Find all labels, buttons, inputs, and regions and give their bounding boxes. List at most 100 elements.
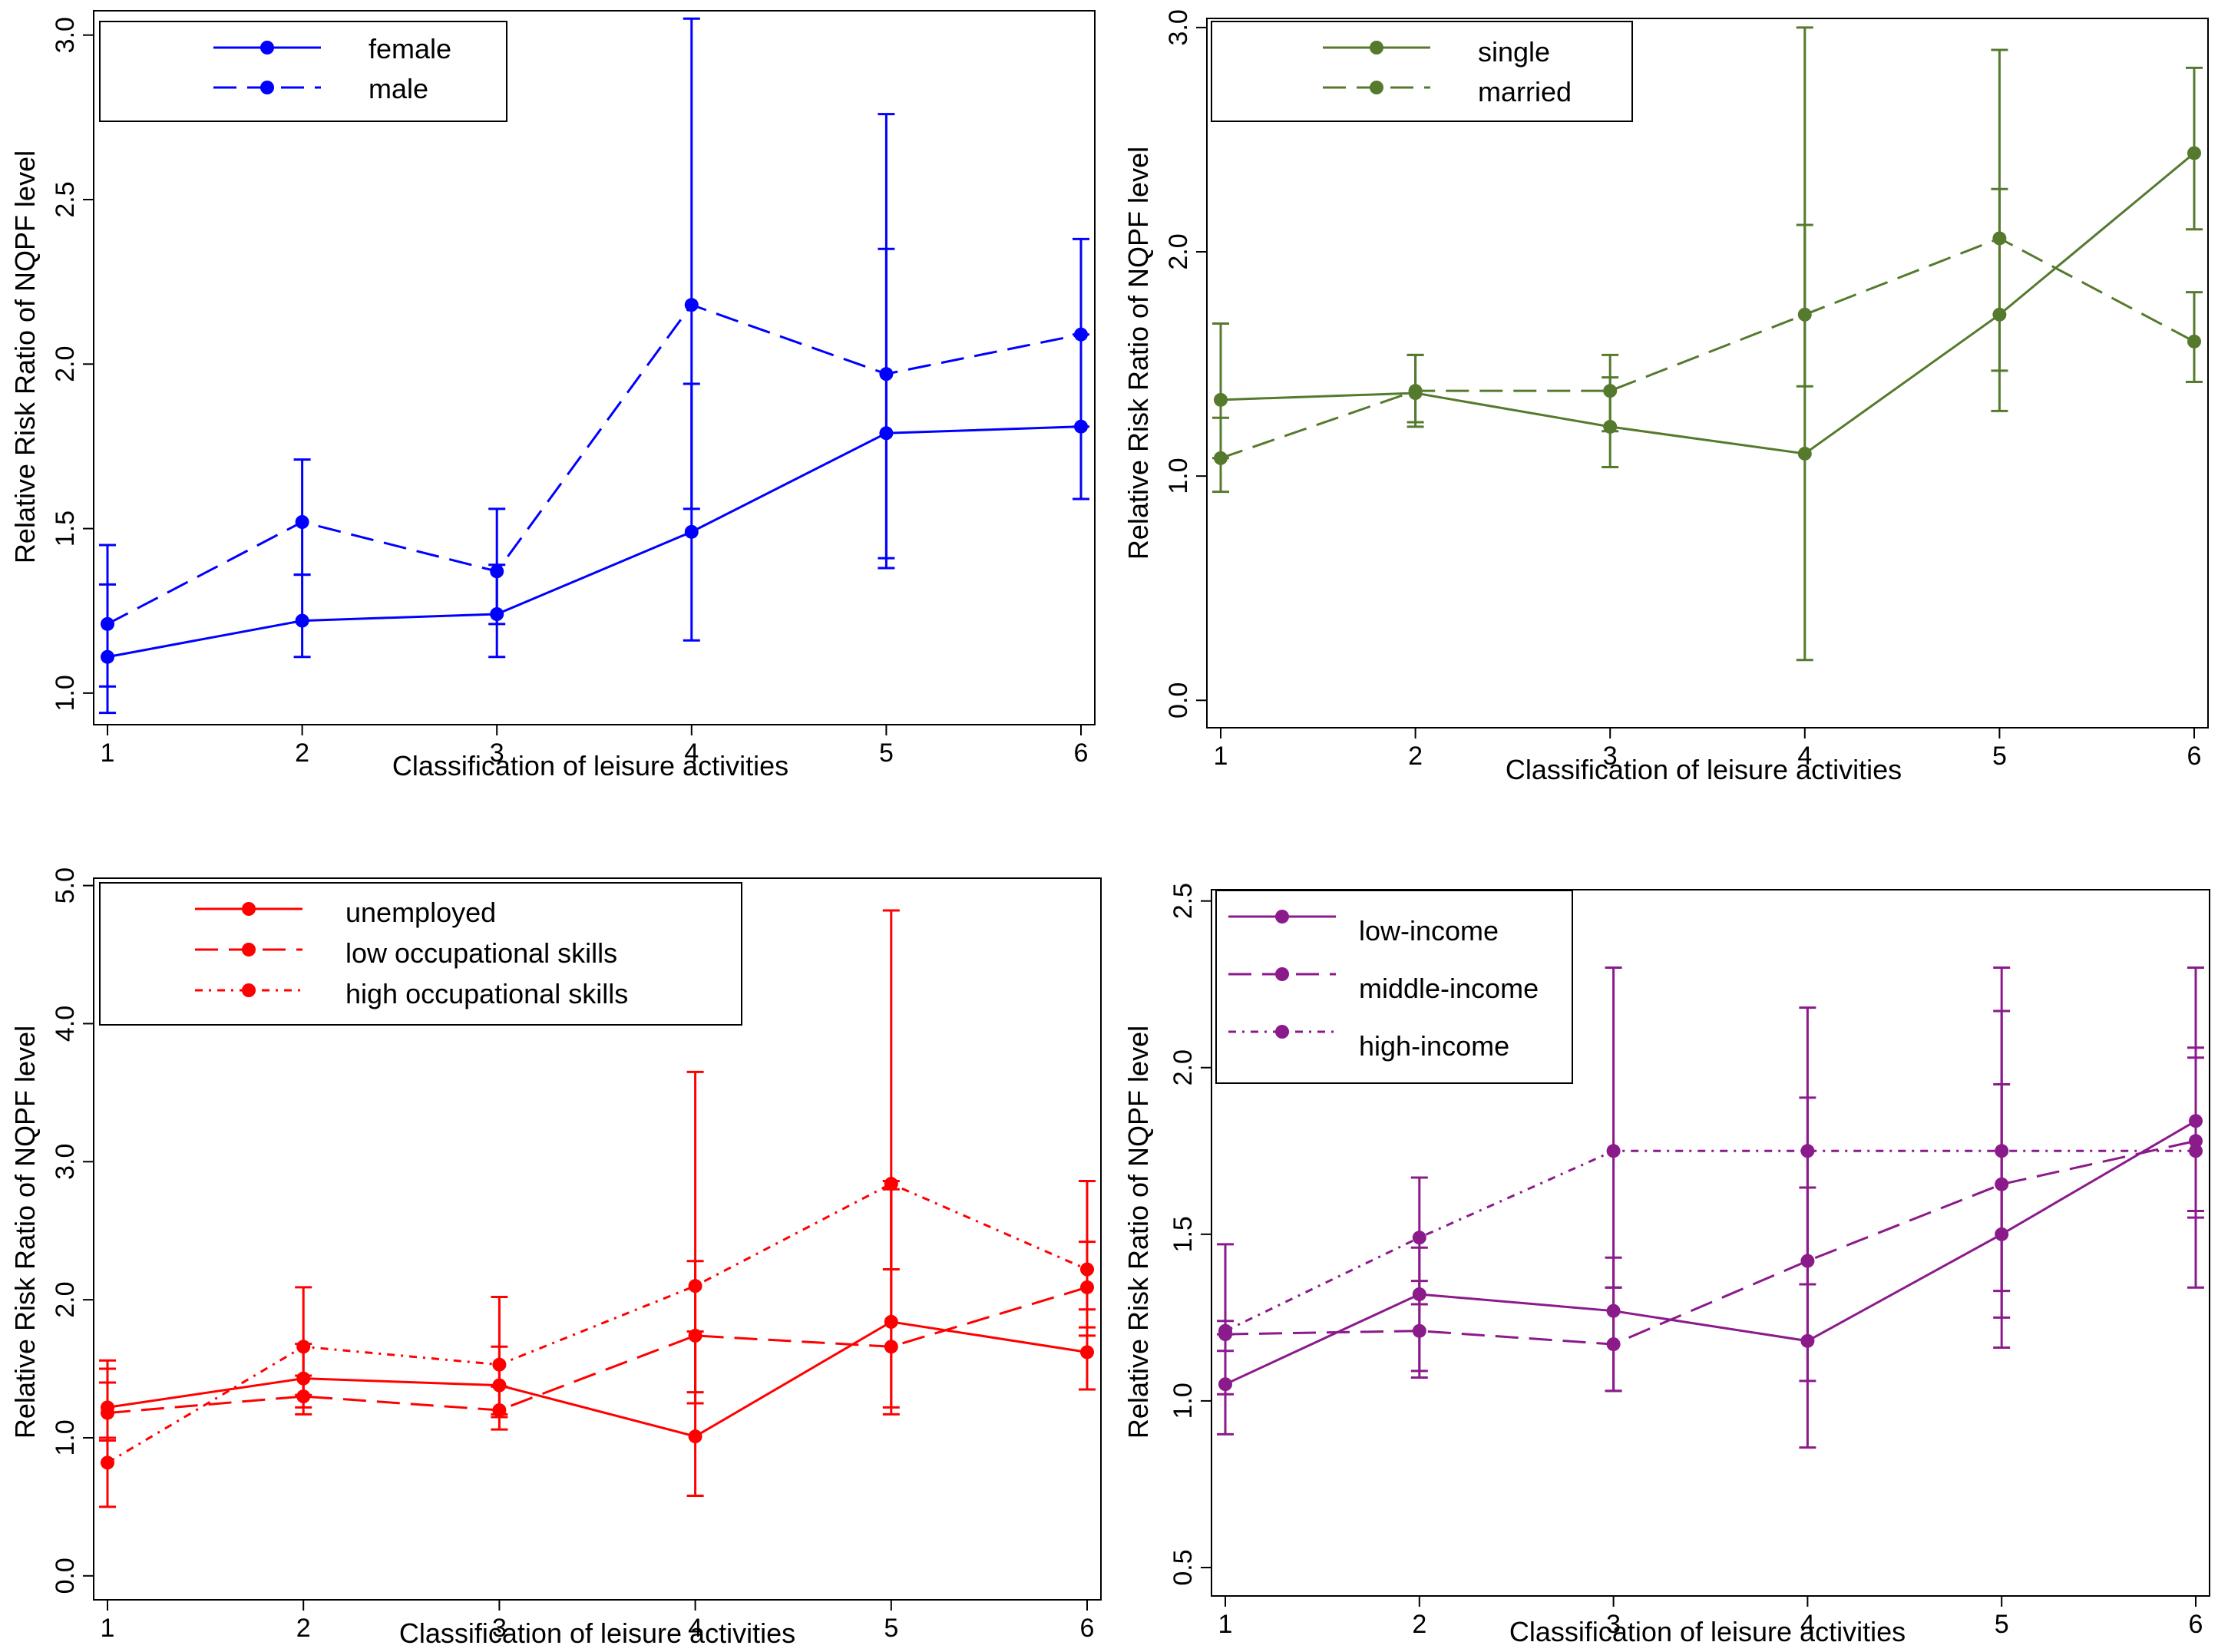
x-tick-label: 2 bbox=[295, 738, 309, 768]
series-line-low-income bbox=[1225, 1119, 2197, 1386]
data-point-unemployed bbox=[1080, 1345, 1094, 1360]
y-tick-label: 0.5 bbox=[1168, 1549, 1198, 1585]
legend-marker-high-occupational-skills bbox=[242, 983, 256, 997]
y-tick-label: 2.0 bbox=[51, 1281, 80, 1317]
legend-box bbox=[1211, 21, 1633, 122]
series-line-high-occupational-skills bbox=[107, 1182, 1088, 1464]
y-tick-label: 1.5 bbox=[51, 510, 80, 547]
marital-panel: 0.0 1.0 2.0 3.0 1 2 3 4 5 6 Classification of lei… bbox=[1122, 9, 2209, 785]
data-point-married bbox=[2187, 334, 2201, 349]
data-point-high-income bbox=[1995, 1144, 2009, 1158]
legend-box bbox=[99, 21, 507, 122]
legend-marker-low-occupational-skills bbox=[242, 943, 256, 957]
legend-box bbox=[99, 882, 742, 1026]
data-point-unemployed bbox=[688, 1429, 702, 1444]
y-tick-label: 4.0 bbox=[51, 1006, 80, 1042]
occupation-panel: 0.0 1.0 2.0 3.0 4.0 5.0 1 2 3 4 5 6 Classification … bbox=[9, 867, 1102, 1649]
x-tick-label: 4 bbox=[684, 738, 699, 768]
income-panel: 0.5 1.0 1.5 2.0 2.5 1 2 3 4 5 6 Classification of … bbox=[1122, 883, 2210, 1647]
data-point-high-occupational-skills bbox=[688, 1279, 702, 1294]
legend-label-low-income: low-income bbox=[1359, 915, 1499, 947]
data-point-single bbox=[1214, 392, 1228, 407]
y-tick-label: 0.0 bbox=[51, 1558, 80, 1594]
legend-label-unemployed: unemployed bbox=[345, 897, 496, 928]
data-point-high-income bbox=[1412, 1231, 1426, 1245]
series-line-unemployed bbox=[107, 1320, 1088, 1438]
x-tick-label: 2 bbox=[1412, 1610, 1426, 1639]
legend-marker-high-income bbox=[1275, 1025, 1289, 1039]
plot-frame bbox=[1206, 18, 2209, 729]
series-line-single bbox=[1220, 152, 2195, 455]
data-point-single bbox=[1797, 446, 1812, 461]
chart-plot-region: 0.0 1.0 2.0 3.0 4.0 5.0 1 2 3 4 5 6 bbox=[51, 867, 1102, 1643]
series-line-married bbox=[1220, 236, 2195, 460]
legend-marker-middle-income bbox=[1275, 967, 1289, 981]
legend-label-high-occupational-skills: high occupational skills bbox=[345, 978, 628, 1009]
data-point-male bbox=[684, 298, 699, 312]
y-tick-label: 2.5 bbox=[51, 181, 80, 217]
x-tick-label: 2 bbox=[1408, 742, 1423, 771]
x-tick-label: 4 bbox=[688, 1614, 702, 1643]
x-tick-label: 2 bbox=[296, 1614, 311, 1643]
data-point-high-income bbox=[1800, 1144, 1815, 1158]
x-tick-label: 3 bbox=[1603, 742, 1618, 771]
data-point-female bbox=[684, 524, 699, 539]
data-point-high-occupational-skills bbox=[101, 1455, 114, 1470]
data-point-high-income bbox=[1218, 1323, 1232, 1338]
y-tick-label: 1.0 bbox=[51, 675, 80, 711]
series-line-low-occupational-skills bbox=[107, 1286, 1088, 1415]
data-point-married bbox=[1797, 307, 1812, 322]
y-tick-label: 2.5 bbox=[1168, 883, 1198, 919]
series-line-middle-income bbox=[1225, 1139, 2197, 1346]
data-point-high-occupational-skills bbox=[296, 1340, 311, 1354]
chart-plot-region: 1.0 1.5 2.0 2.5 3.0 1 2 3 4 5 6 bbox=[51, 10, 1096, 768]
legend-marker-single bbox=[1370, 41, 1383, 55]
y-tick-label: 3.0 bbox=[1164, 9, 1193, 45]
y-axis-title: Relative Risk Ratio of NQPF level bbox=[9, 150, 41, 563]
x-tick-label: 3 bbox=[492, 1614, 507, 1643]
x-tick-label: 6 bbox=[2187, 742, 2202, 771]
data-point-married bbox=[1992, 231, 2007, 246]
data-point-married bbox=[1408, 384, 1423, 398]
legend-label-high-income: high-income bbox=[1359, 1030, 1509, 1062]
x-axis-title: Classification of leisure activities bbox=[392, 750, 788, 781]
legend-marker-female bbox=[260, 41, 274, 55]
data-point-high-income bbox=[2189, 1144, 2203, 1158]
legend-label-low-occupational-skills: low occupational skills bbox=[345, 937, 617, 969]
plot-frame bbox=[1211, 889, 2210, 1597]
x-tick-label: 6 bbox=[1074, 738, 1089, 768]
x-tick-label: 1 bbox=[1218, 1610, 1233, 1639]
chart-plot-region: 0.5 1.0 1.5 2.0 2.5 1 2 3 4 5 6 bbox=[1168, 883, 2210, 1639]
x-tick-label: 4 bbox=[1800, 1610, 1815, 1639]
plot-frame bbox=[93, 10, 1096, 725]
data-point-middle-income bbox=[1606, 1337, 1621, 1352]
y-tick-label: 1.0 bbox=[51, 1419, 80, 1455]
data-point-high-occupational-skills bbox=[884, 1177, 898, 1191]
data-point-single bbox=[2187, 146, 2201, 160]
data-point-male bbox=[490, 564, 504, 579]
legend-marker-unemployed bbox=[242, 902, 256, 916]
x-tick-label: 5 bbox=[879, 738, 894, 768]
legend-label-male: male bbox=[369, 73, 428, 104]
data-point-male bbox=[879, 367, 894, 382]
y-tick-label: 2.0 bbox=[51, 346, 80, 382]
legend-marker-male bbox=[260, 81, 274, 94]
x-tick-label: 3 bbox=[490, 738, 504, 768]
y-tick-label: 5.0 bbox=[51, 867, 80, 904]
legend-label-single: single bbox=[1478, 36, 1550, 68]
data-point-male bbox=[1074, 327, 1088, 342]
y-axis-title: Relative Risk Ratio of NQPF level bbox=[1122, 147, 1154, 560]
x-tick-label: 1 bbox=[1214, 742, 1228, 771]
x-tick-label: 5 bbox=[1995, 1610, 2009, 1639]
y-axis-title: Relative Risk Ratio of NQPF level bbox=[1122, 1026, 1154, 1439]
legend-box bbox=[1215, 890, 1573, 1084]
legend-marker-married bbox=[1370, 81, 1383, 94]
data-point-low-occupational-skills bbox=[296, 1389, 311, 1404]
data-point-male bbox=[101, 616, 114, 631]
x-tick-label: 5 bbox=[884, 1614, 898, 1643]
data-point-high-income bbox=[1606, 1144, 1621, 1158]
y-axis-title: Relative Risk Ratio of NQPF level bbox=[9, 1026, 41, 1439]
x-tick-label: 1 bbox=[101, 1614, 115, 1643]
x-tick-label: 1 bbox=[101, 738, 115, 768]
